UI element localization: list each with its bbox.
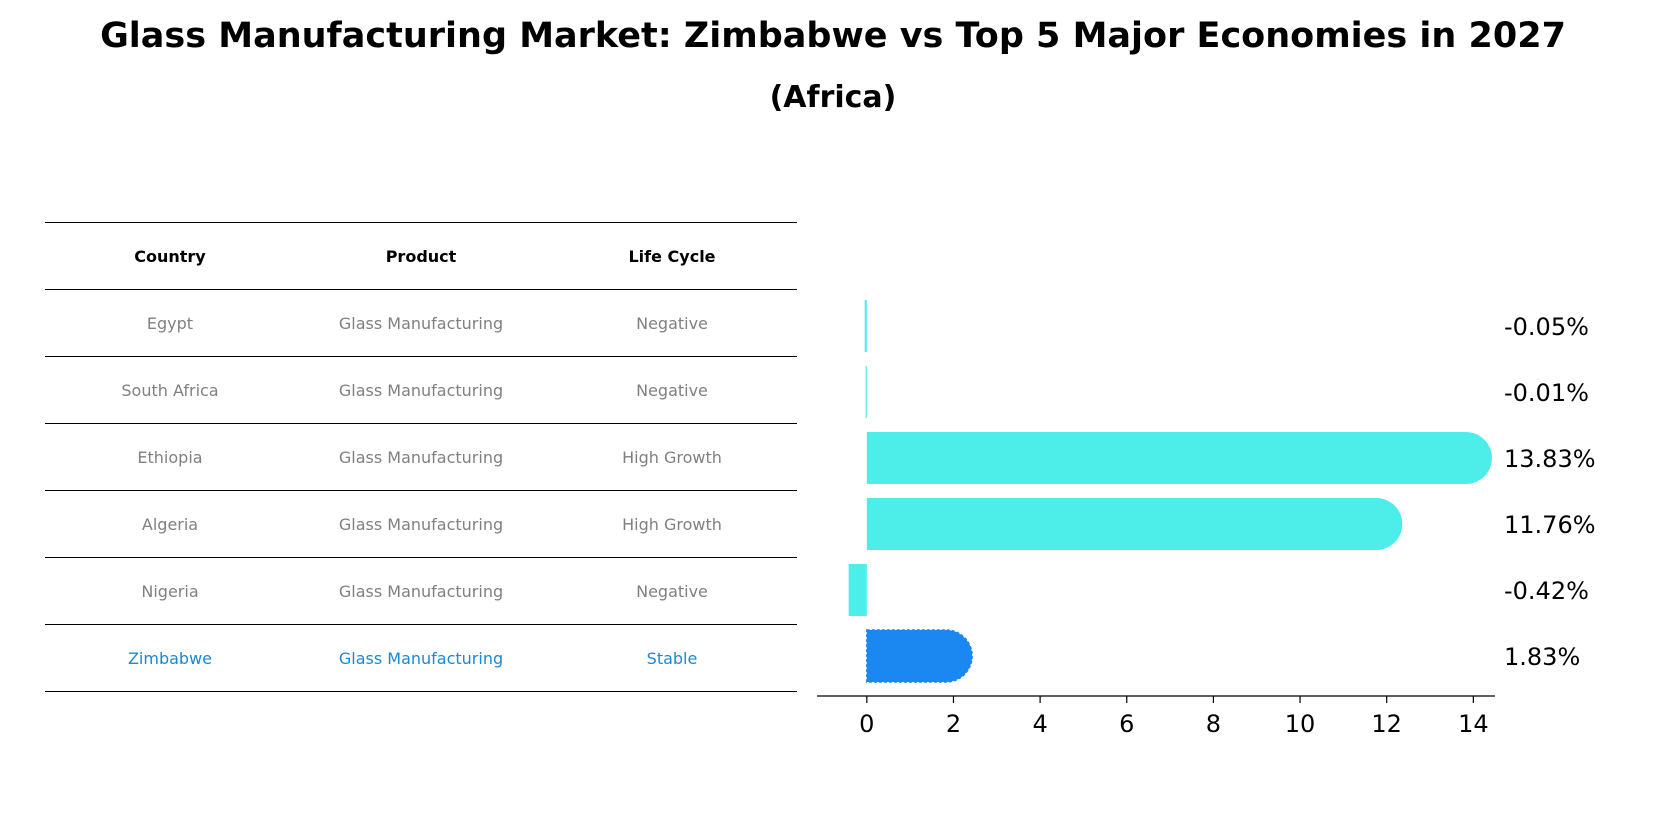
- bar-nigeria: [848, 564, 867, 616]
- value-label: 11.76%: [1504, 511, 1596, 539]
- cell-country: Zimbabwe: [127, 648, 213, 668]
- x-tick-label: 6: [1119, 710, 1134, 738]
- header-product: Product: [385, 246, 457, 266]
- table-row: South Africa Glass Manufacturing Negativ…: [45, 357, 797, 424]
- table-header-row: Country Product Life Cycle: [45, 223, 797, 290]
- table-row: Nigeria Glass Manufacturing Negative: [45, 558, 797, 625]
- x-tick-label: 2: [946, 710, 961, 738]
- cell-country: Nigeria: [141, 581, 199, 601]
- cell-life-cycle: Stable: [646, 648, 698, 668]
- cell-life-cycle: Negative: [636, 380, 708, 400]
- chart-title: Glass Manufacturing Market: Zimbabwe vs …: [100, 16, 1566, 56]
- value-label: 1.83%: [1504, 643, 1580, 671]
- cell-life-cycle: High Growth: [622, 447, 722, 467]
- x-tick-label: 0: [859, 710, 874, 738]
- cell-product: Glass Manufacturing: [338, 313, 504, 333]
- cell-life-cycle: Negative: [636, 313, 708, 333]
- x-tick-label: 8: [1206, 710, 1221, 738]
- table-row: Algeria Glass Manufacturing High Growth: [45, 491, 797, 558]
- cell-country: Ethiopia: [137, 447, 203, 467]
- cell-product: Glass Manufacturing: [338, 380, 504, 400]
- x-tick-label: 10: [1285, 710, 1316, 738]
- cell-country: South Africa: [121, 380, 219, 400]
- value-label: -0.01%: [1504, 379, 1589, 407]
- table-row: Egypt Glass Manufacturing Negative: [45, 290, 797, 357]
- cell-life-cycle: High Growth: [622, 514, 722, 534]
- cell-product: Glass Manufacturing: [338, 447, 504, 467]
- table-row: Ethiopia Glass Manufacturing High Growth: [45, 424, 797, 491]
- bar-zimbabwe: [866, 629, 973, 683]
- bar-south-africa: [865, 366, 867, 418]
- value-label: -0.05%: [1504, 313, 1589, 341]
- comparison-table: Country Product Life Cycle Egypt Glass M…: [45, 222, 797, 692]
- cell-country: Algeria: [141, 514, 199, 534]
- cell-product: Glass Manufacturing: [338, 514, 504, 534]
- bar-ethiopia: [866, 432, 1492, 484]
- x-tick-label: 12: [1371, 710, 1402, 738]
- cell-product: Glass Manufacturing: [338, 581, 504, 601]
- bar-algeria: [866, 498, 1403, 550]
- header-life-cycle: Life Cycle: [628, 246, 716, 266]
- chart-subtitle: (Africa): [769, 80, 897, 115]
- x-tick-label: 4: [1032, 710, 1047, 738]
- header-country: Country: [134, 246, 206, 266]
- bar-egypt: [864, 300, 867, 352]
- value-label: -0.42%: [1504, 577, 1589, 605]
- cell-life-cycle: Negative: [636, 581, 708, 601]
- value-label: 13.83%: [1504, 445, 1596, 473]
- cell-country: Egypt: [146, 313, 194, 333]
- x-tick-label: 14: [1458, 710, 1489, 738]
- cell-product: Glass Manufacturing: [338, 648, 504, 668]
- table-row-highlighted: Zimbabwe Glass Manufacturing Stable: [45, 625, 797, 692]
